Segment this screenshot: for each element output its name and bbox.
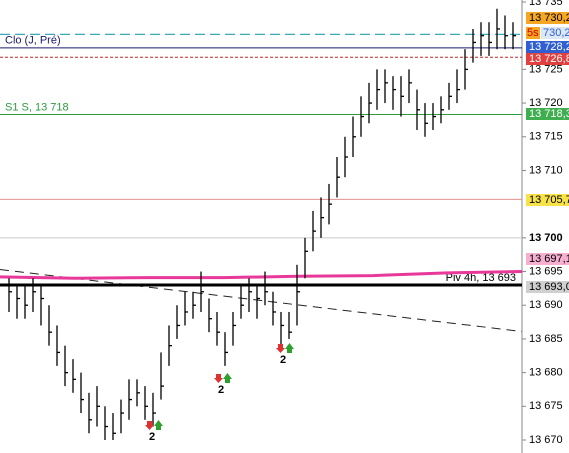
price-tag-label: 13 730,2 [529,12,569,24]
level-label: Clo (J, Pré) [5,35,61,47]
price-tag [526,12,569,24]
y-tick-label: 13 710 [529,164,563,176]
price-tag [526,194,569,206]
price-tag-label: 13 728,2 [529,41,569,53]
y-tick-label: 13 680 [529,367,563,379]
timer-tag [526,27,540,39]
buy-arrow [223,373,232,383]
sell-arrow [276,344,285,353]
price-tag [526,281,569,293]
moving-average [0,270,523,280]
price-tag-label: 13 697,1 [529,253,569,265]
y-tick-label: 13 695 [529,265,563,277]
price-tag [526,53,569,65]
timer-price-tag [541,27,569,39]
level-label: Piv 4h, 13 693 [446,272,516,284]
timer: 5s [527,27,539,39]
signal-label: 2 [218,384,224,396]
timer-price: 730,2 [543,27,569,39]
y-tick-label: 13 685 [529,333,563,345]
trend-line [0,269,523,333]
sell-arrow [145,421,154,430]
price-tag-label: 13 726,8 [529,53,569,65]
price-tag-label: 13 705,7 [529,194,569,206]
y-tick-label: 13 715 [529,131,563,143]
price-tag-label: 13 693,0 [529,281,569,293]
price-tag [526,108,569,120]
price-tag-label: 13 718,3 [529,108,569,120]
buy-arrow [154,420,163,430]
y-tick-label: 13 690 [529,299,563,311]
signal-label: 2 [149,431,155,443]
y-tick-label: 13 725 [529,63,563,75]
y-tick-label: 13 720 [529,97,563,109]
sell-arrow [214,374,223,383]
signal-label: 2 [280,354,286,366]
level-label: S1 S, 13 718 [5,101,69,113]
y-tick-label: 13 670 [529,434,563,446]
buy-arrow [285,343,294,353]
y-tick-label: 13 675 [529,400,563,412]
y-tick-label: 13 700 [529,232,563,244]
price-tag [526,253,569,265]
price-tag [526,41,569,53]
y-tick-label: 13 735 [529,0,563,8]
